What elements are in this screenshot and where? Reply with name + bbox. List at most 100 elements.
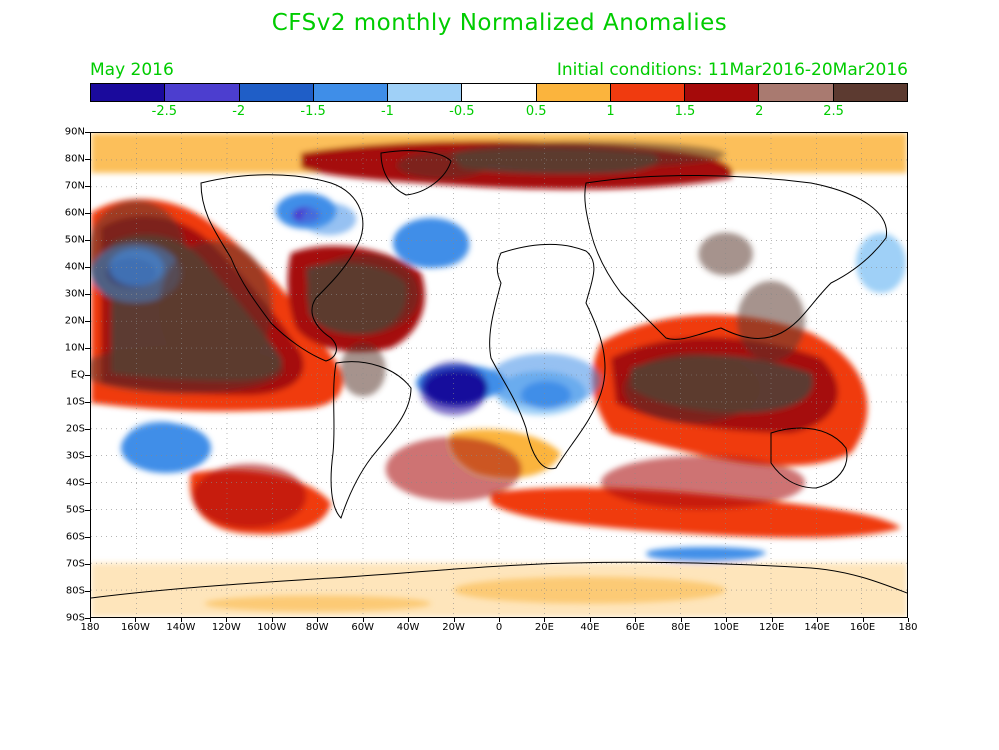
anomaly-patch-strong-warm xyxy=(453,141,726,168)
asia-outline xyxy=(584,175,888,340)
longitude-tick xyxy=(499,618,500,622)
longitude-label: 60E xyxy=(625,622,645,633)
anomaly-patch-strong-warm xyxy=(306,254,420,335)
latitude-tick xyxy=(85,537,90,538)
latitude-label: 40N xyxy=(64,261,85,273)
latitude-label: 30N xyxy=(64,288,85,300)
anomaly-patch-moderate-warm xyxy=(385,436,522,502)
latitude-label: 80N xyxy=(64,153,85,165)
colorbar-box xyxy=(685,84,760,101)
longitude-tick xyxy=(135,618,137,622)
anomaly-patch-strong-warm xyxy=(397,151,488,179)
longitude-label: 140W xyxy=(166,622,196,633)
longitude-label: 180 xyxy=(898,622,918,633)
longitude-label: 20E xyxy=(534,622,554,633)
west-pacific-cold xyxy=(856,233,906,293)
southern-indian-warm xyxy=(491,487,901,538)
latitude-tick xyxy=(85,618,90,619)
latitude-tick xyxy=(85,213,90,214)
colorbar-label: -1 xyxy=(380,104,394,119)
latitude-label: 60N xyxy=(64,207,85,219)
latitude-tick xyxy=(85,564,90,565)
anomaly-fields xyxy=(91,133,907,617)
longitude-tick xyxy=(408,618,410,622)
longitude-label: 100W xyxy=(257,622,287,633)
latitude-tick xyxy=(85,267,90,268)
latitude-tick xyxy=(85,456,90,457)
colorbar-box xyxy=(833,84,907,101)
latitude-label: 50N xyxy=(64,234,85,246)
coastlines xyxy=(91,150,907,599)
antarctica-outline xyxy=(91,561,907,599)
colorbar-label: -2 xyxy=(232,104,246,119)
longitude-label: 20W xyxy=(442,622,465,633)
anomaly-patch-cold xyxy=(487,353,601,408)
latitude-label: 10N xyxy=(64,342,85,354)
longitude-label: 160E xyxy=(849,622,876,633)
latitude-tick xyxy=(85,240,90,241)
colorbar-box xyxy=(462,84,537,101)
longitude-label: 140E xyxy=(804,622,830,633)
colorbar-box xyxy=(239,84,314,101)
latitude-label: 30S xyxy=(65,450,85,462)
latitude-tick xyxy=(85,348,90,349)
longitude-tick xyxy=(180,618,182,622)
longitude-label: 100E xyxy=(713,622,739,633)
colorbar-label: 2.5 xyxy=(823,104,844,119)
longitude-label: 120E xyxy=(758,622,785,633)
colorbar-label: -1.5 xyxy=(300,104,326,119)
anomaly-patch-strong-warm xyxy=(340,342,386,397)
greenland-outline xyxy=(380,150,452,196)
latitude-tick xyxy=(85,321,90,322)
colorbar-box xyxy=(313,84,389,101)
longitude-tick xyxy=(271,618,273,622)
latitude-label: 20S xyxy=(65,423,85,435)
colorbar-box xyxy=(536,84,611,101)
longitude-label: 160W xyxy=(120,622,150,633)
longitude-label: 40W xyxy=(396,622,420,633)
initial-conditions: Initial conditions: 11Mar2016-20Mar2016 xyxy=(556,60,908,80)
latitude-label: 10S xyxy=(65,396,85,408)
longitude-label: 0 xyxy=(495,622,503,633)
longitude-tick xyxy=(908,618,909,622)
longitude-label: 80W xyxy=(305,622,329,633)
colorbar-label: 1 xyxy=(606,104,615,119)
north-america-outline xyxy=(200,174,364,362)
longitude-tick xyxy=(817,618,819,622)
longitude-tick xyxy=(862,618,864,622)
colorbar-label: 2 xyxy=(755,104,764,119)
south-america-outline xyxy=(330,361,412,519)
map-title: CFSv2 monthly Normalized Anomalies xyxy=(271,10,728,36)
latitude-tick xyxy=(85,159,90,160)
europe-africa-outline xyxy=(489,244,606,470)
latitude-label: 50S xyxy=(65,504,85,516)
latitude-label: EQ xyxy=(70,369,85,381)
colorbar-label: -0.5 xyxy=(449,104,475,119)
colorbar-box xyxy=(91,84,166,101)
colorbar-box xyxy=(759,84,834,101)
anomaly-patch-cold xyxy=(125,420,193,464)
longitude-tick xyxy=(362,618,364,622)
longitude-tick xyxy=(453,618,455,622)
longitude-label: 180 xyxy=(80,622,100,633)
latitude-label: 20N xyxy=(64,315,85,327)
latitude-tick xyxy=(85,402,90,403)
anomaly-patch-strong-warm xyxy=(623,353,760,424)
anomaly-map xyxy=(90,132,908,618)
longitude-label: 40E xyxy=(580,622,600,633)
latitude-tick xyxy=(85,429,90,430)
anomaly-patch-cold xyxy=(415,224,470,268)
latitude-tick xyxy=(85,132,90,133)
longitude-tick xyxy=(90,618,91,622)
colorbar xyxy=(90,83,908,102)
latitude-label: 40S xyxy=(65,477,85,489)
latitude-tick xyxy=(85,591,90,592)
longitude-label: 80E xyxy=(671,622,691,633)
anomaly-patch-cold xyxy=(646,547,760,564)
anomaly-patch-moderate-warm xyxy=(601,455,805,510)
latitude-tick xyxy=(85,510,90,511)
latitude-label: 60S xyxy=(65,531,85,543)
grid xyxy=(91,133,907,617)
longitude-tick xyxy=(226,618,228,622)
anomaly-patch-strong-warm xyxy=(698,232,753,276)
